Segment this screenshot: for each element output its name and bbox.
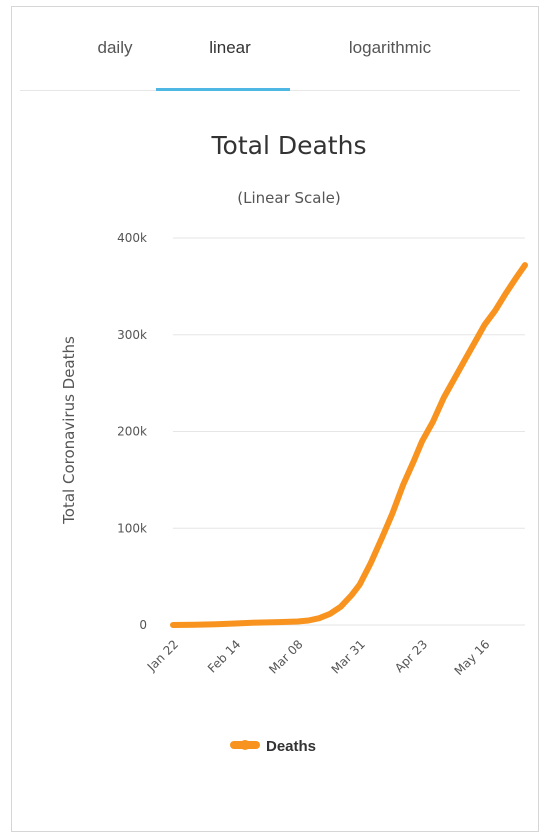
- tab-linear[interactable]: linear: [209, 38, 251, 57]
- x-tick-label: Apr 23: [392, 637, 430, 675]
- chart-subtitle: (Linear Scale): [237, 189, 340, 207]
- x-tick-label: Mar 31: [329, 637, 368, 676]
- legend[interactable]: Deaths: [230, 738, 316, 755]
- y-tick-label: 0: [139, 618, 147, 632]
- y-axis-label: Total Coronavirus Deaths: [60, 336, 78, 525]
- grid-lines: [173, 237, 525, 626]
- series-line-deaths[interactable]: [170, 262, 528, 628]
- y-tick-label: 300k: [117, 328, 147, 342]
- series-layer: [170, 262, 528, 628]
- active-tab-indicator: [156, 88, 290, 91]
- legend-marker: [240, 740, 250, 750]
- y-tick-labels: 0 100k 200k 300k 400k: [117, 231, 147, 632]
- tab-daily[interactable]: daily: [97, 38, 133, 57]
- x-tick-labels: Jan 22 Feb 14 Mar 08 Mar 31 Apr 23 May 16: [144, 637, 493, 678]
- y-tick-label: 100k: [117, 521, 147, 535]
- x-tick-label: May 16: [452, 637, 493, 678]
- chart-panel: [11, 6, 539, 832]
- x-tick-label: Jan 22: [144, 637, 181, 674]
- legend-label: Deaths: [266, 738, 316, 755]
- x-tick-label: Mar 08: [266, 637, 305, 676]
- x-tick-label: Feb 14: [205, 637, 243, 675]
- y-tick-label: 400k: [117, 231, 147, 245]
- y-tick-label: 200k: [117, 425, 147, 439]
- tab-logarithmic[interactable]: logarithmic: [348, 38, 432, 57]
- chart-title: Total Deaths: [211, 131, 367, 160]
